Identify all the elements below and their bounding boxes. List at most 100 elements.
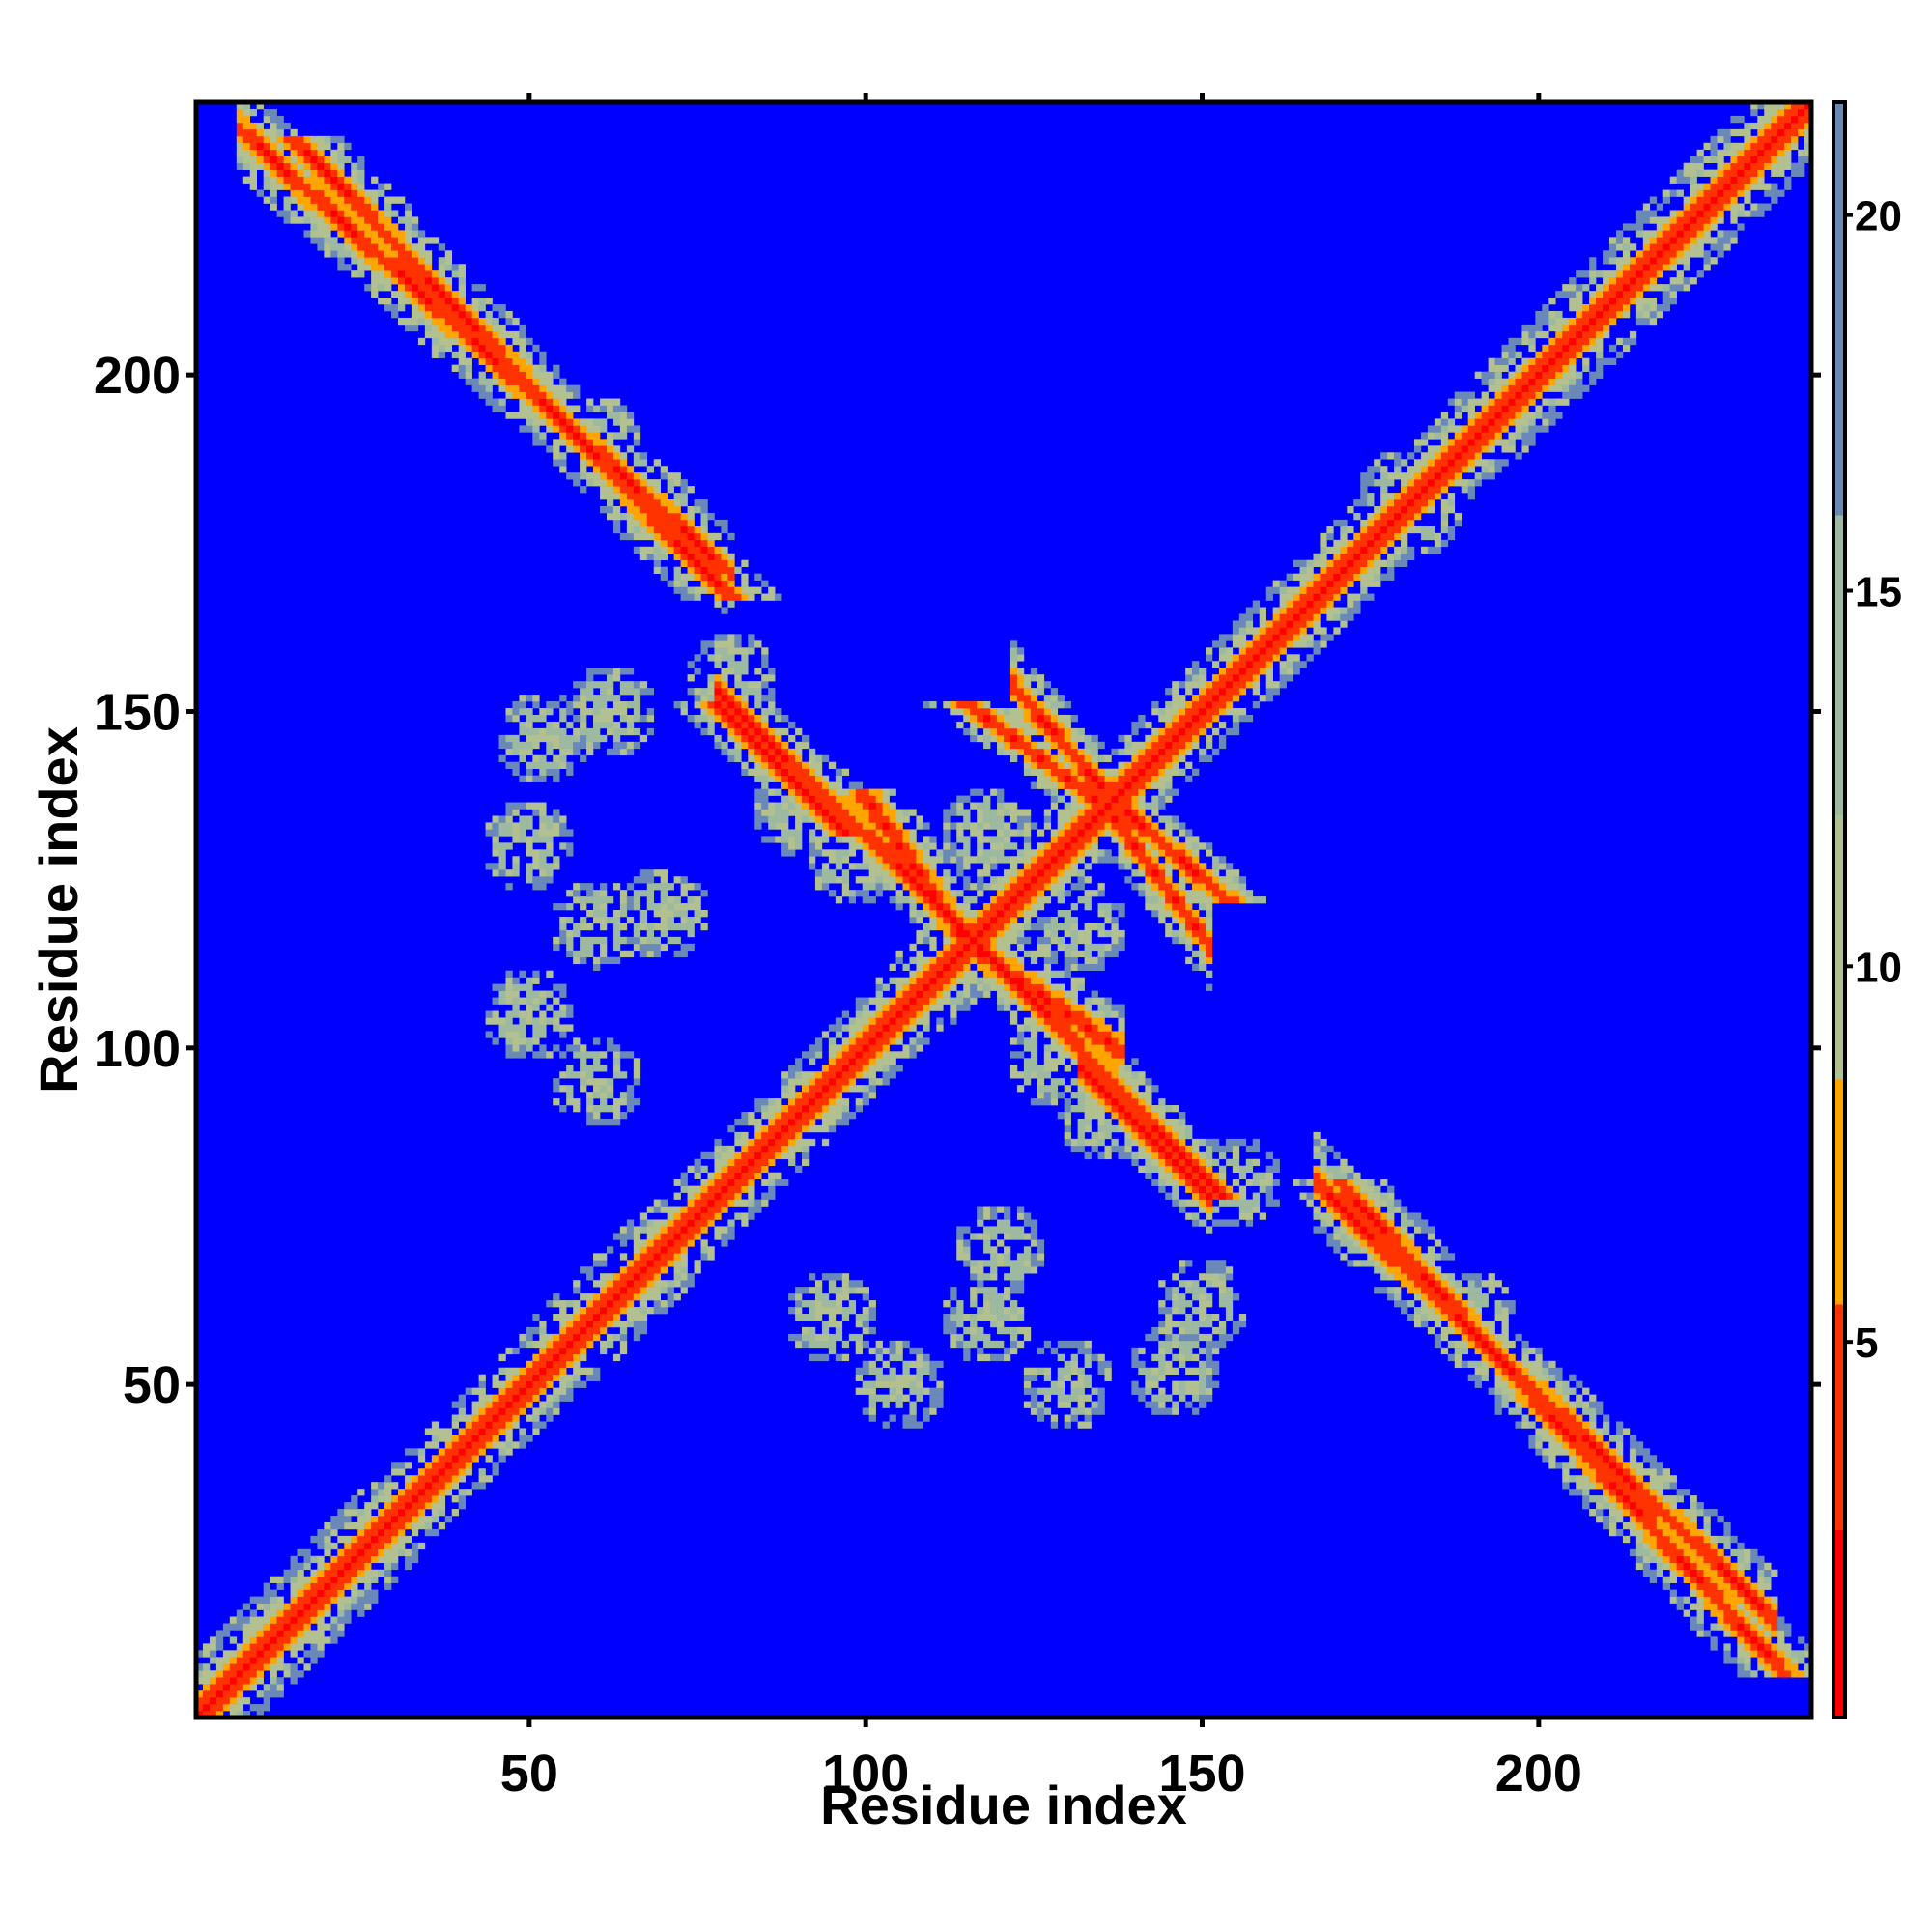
- heatmap-cell: [936, 916, 944, 924]
- heatmap-cell: [882, 815, 890, 823]
- heatmap-cell: [694, 593, 701, 601]
- heatmap-cell: [633, 1287, 641, 1294]
- heatmap-cell: [1077, 795, 1085, 803]
- heatmap-cell: [1016, 822, 1025, 830]
- heatmap-cell: [1037, 950, 1045, 958]
- heatmap-cell: [748, 748, 755, 756]
- heatmap-cell: [775, 1098, 782, 1106]
- heatmap-cell: [781, 829, 789, 837]
- heatmap-cell: [256, 135, 264, 144]
- heatmap-cell: [1064, 863, 1071, 870]
- heatmap-cell: [398, 304, 406, 312]
- heatmap-cell: [612, 1333, 621, 1342]
- heatmap-cell: [1043, 876, 1052, 884]
- heatmap-cell: [929, 1360, 937, 1369]
- heatmap-cell: [990, 983, 998, 991]
- heatmap-cell: [256, 149, 264, 157]
- heatmap-cell: [532, 1037, 540, 1045]
- heatmap-cell: [411, 324, 419, 332]
- heatmap-cell: [1009, 1307, 1018, 1315]
- heatmap-cell: [391, 1576, 399, 1583]
- heatmap-cell: [404, 291, 412, 298]
- heatmap-cell: [821, 775, 830, 782]
- heatmap-cell: [505, 344, 513, 353]
- heatmap-cell: [438, 264, 446, 271]
- heatmap-cell: [384, 203, 392, 211]
- heatmap-cell: [1050, 802, 1059, 810]
- heatmap-cell: [1030, 977, 1038, 984]
- heatmap-cell: [788, 1092, 796, 1099]
- heatmap-cell: [337, 1576, 345, 1583]
- heatmap-cell: [492, 1374, 499, 1381]
- heatmap-cell: [1030, 754, 1038, 763]
- heatmap-cell: [290, 1643, 298, 1651]
- heatmap-cell: [848, 1037, 857, 1045]
- heatmap-cell: [1004, 997, 1011, 1005]
- heatmap-cell: [714, 1226, 722, 1234]
- heatmap-cell: [721, 681, 728, 689]
- heatmap-cell: [222, 1684, 231, 1691]
- heatmap-cell: [492, 849, 499, 857]
- heatmap-cell: [1009, 1333, 1018, 1342]
- heatmap-cell: [619, 405, 628, 412]
- heatmap-cell: [956, 809, 964, 816]
- heatmap-cell: [1043, 727, 1052, 736]
- heatmap-cell: [1077, 1085, 1085, 1093]
- heatmap-cell: [814, 1280, 823, 1288]
- heatmap-cell: [821, 1078, 830, 1086]
- heatmap-cell: [795, 1131, 803, 1140]
- heatmap-cell: [1064, 950, 1071, 958]
- heatmap-cell: [586, 1307, 594, 1315]
- heatmap-cell: [478, 304, 486, 312]
- heatmap-cell: [687, 1273, 695, 1281]
- heatmap-cell: [303, 1576, 311, 1583]
- heatmap-cell: [317, 183, 325, 190]
- heatmap-cell: [1064, 1105, 1071, 1113]
- heatmap-cell: [1023, 1037, 1032, 1045]
- heatmap-cell: [821, 849, 830, 857]
- heatmap-cell: [344, 1516, 352, 1523]
- heatmap-cell: [1009, 1314, 1018, 1321]
- heatmap-cell: [485, 1394, 493, 1402]
- heatmap-cell: [270, 1623, 277, 1631]
- heatmap-cell: [653, 526, 661, 534]
- heatmap-cell: [875, 983, 883, 991]
- heatmap-cell: [417, 1455, 426, 1463]
- heatmap-cell: [478, 1435, 486, 1442]
- heatmap-cell: [492, 1394, 499, 1402]
- heatmap-cell: [357, 237, 365, 244]
- heatmap-cell: [1023, 983, 1032, 991]
- heatmap-cell: [660, 1307, 668, 1315]
- heatmap-cell: [814, 802, 823, 810]
- heatmap-cell: [1004, 910, 1011, 918]
- heatmap-cell: [526, 425, 533, 433]
- heatmap-cell: [646, 876, 655, 884]
- heatmap-cell: [566, 439, 574, 446]
- heatmap-cell: [1037, 1085, 1045, 1093]
- heatmap-cell: [923, 701, 930, 709]
- heatmap-cell: [411, 1521, 419, 1530]
- heatmap-cell: [566, 1333, 574, 1342]
- heatmap-cell: [505, 869, 513, 877]
- heatmap-cell: [411, 317, 419, 326]
- heatmap-cell: [741, 688, 749, 696]
- heatmap-cell: [1070, 1380, 1078, 1388]
- heatmap-cell: [505, 983, 513, 991]
- heatmap-cell: [1009, 1226, 1018, 1234]
- heatmap-cell: [707, 1192, 715, 1200]
- heatmap-cell: [943, 910, 951, 918]
- heatmap-cell: [539, 384, 547, 392]
- heatmap-cell: [330, 243, 338, 251]
- heatmap-cell: [1037, 741, 1045, 750]
- heatmap-cell: [835, 1024, 843, 1032]
- heatmap-cell: [1004, 1353, 1011, 1362]
- heatmap-cell: [868, 1078, 876, 1086]
- heatmap-cell: [1070, 963, 1078, 971]
- heatmap-cell: [1016, 1260, 1025, 1267]
- heatmap-cell: [209, 1697, 217, 1705]
- heatmap-cell: [748, 714, 755, 723]
- heatmap-cell: [351, 243, 358, 251]
- heatmap-cell: [398, 1542, 406, 1550]
- heatmap-cell: [512, 1031, 520, 1038]
- heatmap-cell: [539, 1340, 547, 1349]
